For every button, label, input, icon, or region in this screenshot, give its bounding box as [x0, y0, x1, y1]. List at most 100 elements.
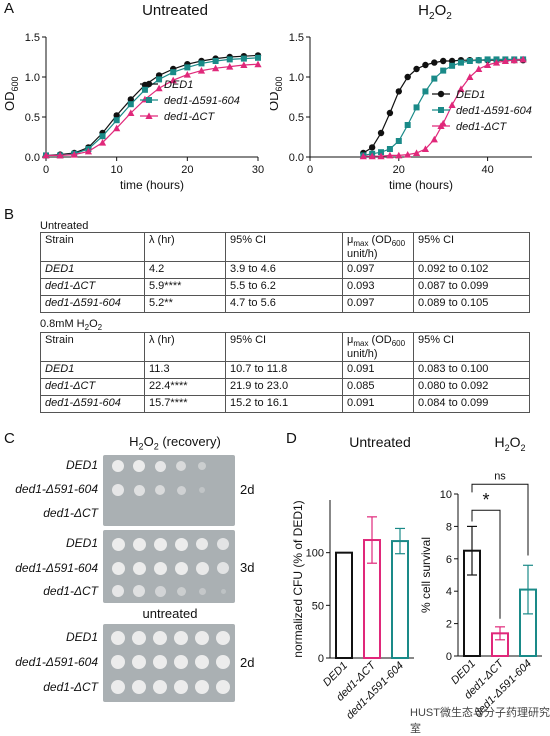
data-point: [395, 138, 402, 144]
colony-spot: [133, 484, 145, 496]
growth-stats-table-untreated: Strain λ (hr) 95% CI μmax (OD600 unit/h)…: [40, 231, 530, 314]
strain-label: ded1-ΔCT: [43, 506, 98, 520]
colony-spot: [176, 461, 186, 471]
colony-spot: [112, 460, 124, 472]
table-row: ded1-ΔCT 5.9**** 5.5 to 6.2 0.093 0.087 to 0…: [40, 278, 530, 297]
y-tick-label: 2: [446, 619, 452, 631]
y-tick-label: 1.0: [289, 72, 304, 84]
y-tick-label: 50: [312, 600, 324, 612]
data-point: [484, 56, 491, 63]
data-point: [368, 152, 376, 160]
y-axis-label: normalized CFU (% of DED1): [291, 500, 305, 657]
header-ci: 95% CI: [225, 231, 343, 263]
data-point: [113, 112, 120, 119]
data-point: [377, 129, 385, 137]
panel-label-b: B: [4, 206, 15, 223]
data-point: [430, 135, 438, 143]
data-point: [146, 97, 152, 103]
legend-label: ded1-Δ591-604: [456, 105, 532, 117]
strain-label: ded1-Δ591-604: [15, 655, 98, 669]
data-point: [183, 71, 191, 78]
colony-spot: [174, 680, 188, 694]
data-point: [197, 67, 206, 74]
header-ci-2: 95% CI: [413, 231, 530, 263]
data-point: [156, 76, 163, 83]
strain-label: ded1-ΔCT: [43, 680, 98, 694]
legend-label: ded1-ΔCT: [456, 121, 507, 133]
colony-spot: [111, 680, 125, 694]
data-point: [422, 61, 429, 69]
x-tick-label: 0: [307, 164, 313, 176]
colony-spot: [216, 655, 230, 669]
data-point: [395, 151, 403, 159]
colony-spot: [153, 655, 167, 669]
colony-spot: [198, 462, 206, 470]
y-tick-label: 0: [446, 651, 452, 663]
data-point: [386, 151, 394, 159]
data-point: [127, 96, 134, 103]
colony-spot: [174, 537, 188, 551]
colony-spot: [153, 537, 167, 551]
untreated-label: untreated: [142, 606, 198, 621]
data-point: [412, 149, 421, 156]
data-point: [413, 104, 420, 111]
data-point: [404, 73, 411, 81]
bar: [335, 551, 353, 659]
data-point: [184, 64, 191, 71]
legend-label: ded1-Δ591-604: [164, 95, 240, 107]
header-mu: μmax (OD600 unit/h): [342, 231, 414, 263]
colony-spot: [195, 680, 209, 694]
data-point: [440, 57, 447, 65]
growth-curve-h2o2: 0.0 0.5 1.0 1.5 0 20 40 time (hours) OD600 DED1 de…: [270, 32, 532, 192]
data-point: [255, 54, 261, 61]
table-row: ded1-Δ591-604 15.7**** 15.2 to 16.1 0.091 0.…: [40, 395, 530, 414]
colony-spot: [112, 484, 124, 496]
colony-spot: [217, 538, 229, 550]
data-point: [484, 61, 492, 68]
header-strain: Strain: [40, 231, 145, 263]
strain-label: ded1-ΔCT: [43, 584, 98, 598]
data-point: [368, 144, 376, 151]
plate-h2o2-2d: [103, 455, 235, 526]
header-lambda: λ (hr): [144, 231, 226, 263]
significance-bracket: [471, 509, 501, 619]
chart-a1-title: Untreated: [142, 2, 208, 19]
table2-title: 0.8mM H2O2: [40, 318, 103, 333]
chart-d2-title: H2O2: [494, 434, 526, 453]
data-point: [431, 59, 438, 66]
colony-spot: [112, 585, 124, 597]
data-point: [254, 60, 262, 68]
colony-spot: [198, 587, 206, 595]
data-point: [113, 117, 120, 124]
colony-spot: [154, 460, 166, 472]
y-tick-label: 0: [318, 653, 324, 665]
colony-spot: [111, 655, 125, 669]
y-tick-label: 0.0: [289, 152, 304, 164]
data-point: [421, 145, 430, 152]
data-point: [466, 58, 473, 64]
bar: [391, 540, 409, 659]
data-point: [98, 139, 107, 146]
y-tick-label: 0.0: [25, 152, 40, 164]
colony-spot: [132, 680, 146, 694]
colony-spot: [153, 631, 167, 645]
plate-h2o2-3d: [103, 530, 235, 603]
colony-spot: [133, 585, 145, 597]
table-header-row: Strain λ (hr) 95% CI μmax (OD600 unit/h)…: [40, 231, 530, 263]
data-point: [440, 67, 447, 74]
colony-spot: [199, 487, 205, 493]
x-tick-label: 40: [481, 164, 493, 176]
data-point: [212, 64, 220, 72]
data-point: [113, 124, 121, 132]
data-point: [475, 65, 483, 72]
colony-spot: [153, 680, 167, 694]
data-point: [226, 63, 234, 70]
data-point: [99, 133, 106, 140]
colony-spot: [174, 631, 188, 645]
data-point: [386, 109, 394, 117]
legend-label: DED1: [456, 89, 485, 101]
cfu-bar-chart: 050100DED1ded1-ΔCTded1-Δ591-604normalize…: [291, 500, 414, 722]
data-point: [519, 55, 527, 63]
x-axis-label: time (hours): [120, 178, 184, 192]
y-tick-label: 10: [440, 489, 452, 501]
